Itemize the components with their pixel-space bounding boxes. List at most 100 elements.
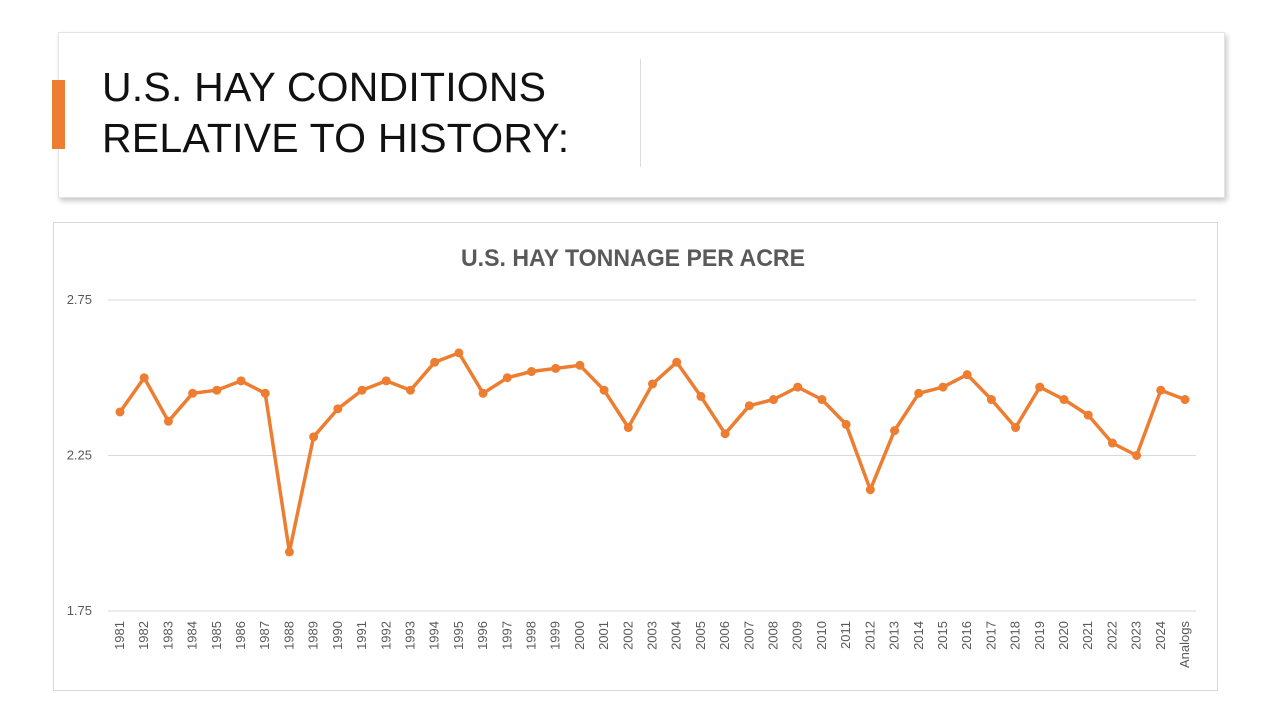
x-tick-label: 2009 [790, 621, 805, 650]
x-tick-label: 2016 [959, 621, 974, 650]
x-tick-label: 1990 [330, 621, 345, 650]
x-tick-label: 2019 [1032, 621, 1047, 650]
x-tick-label: 1996 [475, 621, 490, 650]
chart-title: U.S. HAY TONNAGE PER ACRE [461, 245, 805, 272]
data-point-2000[interactable] [575, 360, 585, 370]
data-point-2006[interactable] [720, 429, 730, 439]
data-point-2007[interactable] [744, 401, 754, 411]
x-tick-label: 2024 [1153, 621, 1168, 650]
x-tick-label: 1997 [499, 621, 514, 650]
data-point-2003[interactable] [648, 379, 657, 389]
x-tick-label: 1991 [354, 621, 369, 650]
x-tick-label: 2022 [1104, 621, 1119, 650]
x-tick-label: 2014 [911, 621, 926, 650]
data-point-2014[interactable] [914, 388, 924, 398]
data-point-2013[interactable] [890, 426, 900, 436]
data-point-2010[interactable] [817, 395, 827, 405]
data-point-1999[interactable] [551, 363, 561, 373]
x-tick-label: 2000 [572, 621, 587, 650]
data-point-1987[interactable] [260, 388, 270, 398]
slide-title-line1: U.S. HAY CONDITIONS [102, 64, 547, 110]
title-divider [640, 59, 641, 167]
data-point-1991[interactable] [357, 385, 367, 395]
y-tick-label: 2.75 [67, 292, 92, 307]
x-tick-label: 2001 [596, 621, 611, 650]
data-point-2017[interactable] [986, 395, 996, 405]
slide-title: U.S. HAY CONDITIONS RELATIVE TO HISTORY: [102, 62, 622, 164]
x-tick-label: 1993 [402, 621, 417, 650]
data-point-2021[interactable] [1083, 410, 1093, 420]
gridlines [108, 299, 1196, 612]
data-point-1998[interactable] [526, 367, 536, 377]
x-tick-label: 2008 [766, 621, 781, 650]
data-point-1992[interactable] [381, 376, 391, 386]
data-point-2002[interactable] [623, 423, 633, 433]
data-point-analogs[interactable] [1180, 395, 1190, 405]
x-tick-label: 2003 [645, 621, 660, 650]
y-tick-label: 1.75 [67, 603, 92, 618]
data-point-1994[interactable] [430, 357, 440, 367]
x-tick-label: 2018 [1008, 621, 1023, 650]
x-tick-label: 2010 [814, 621, 829, 650]
x-tick-label: 2011 [838, 621, 853, 649]
data-point-1997[interactable] [502, 373, 512, 383]
data-point-1995[interactable] [454, 348, 464, 358]
x-tick-label: 1992 [378, 621, 393, 650]
data-point-1986[interactable] [236, 376, 246, 386]
data-point-1990[interactable] [333, 404, 343, 414]
data-point-1988[interactable] [284, 547, 294, 557]
title-card [58, 32, 1225, 198]
data-point-1981[interactable] [115, 407, 125, 417]
x-tick-label: 1994 [427, 621, 442, 650]
x-tick-label: 2021 [1080, 621, 1095, 650]
data-point-2001[interactable] [599, 385, 609, 395]
x-tick-label: 2013 [887, 621, 902, 650]
data-point-2022[interactable] [1107, 438, 1117, 448]
x-axis-tick-labels: 1981 1982 1983 1984 1985 1986 1987 1988 1989 1990… [112, 621, 1192, 668]
data-point-1993[interactable] [405, 385, 415, 395]
data-point-1985[interactable] [212, 385, 222, 395]
data-point-2018[interactable] [1011, 423, 1021, 433]
data-point-2004[interactable] [672, 357, 682, 367]
x-tick-label: 2020 [1056, 621, 1071, 650]
x-tick-label: 1999 [548, 621, 563, 650]
x-tick-label: 2007 [741, 621, 756, 650]
data-point-2016[interactable] [962, 370, 972, 380]
x-tick-label: 2002 [620, 621, 635, 650]
x-tick-label: 1981 [112, 621, 127, 650]
data-point-2011[interactable] [841, 419, 851, 429]
data-point-2008[interactable] [769, 395, 779, 405]
series-points [115, 348, 1190, 557]
x-tick-label: 1998 [523, 621, 538, 650]
data-point-1983[interactable] [163, 416, 173, 426]
data-point-2023[interactable] [1132, 451, 1142, 460]
x-tick-label: 2004 [669, 621, 684, 650]
data-point-2012[interactable] [865, 485, 875, 495]
data-point-2020[interactable] [1059, 395, 1069, 405]
x-tick-label: 2005 [693, 621, 708, 650]
data-point-1984[interactable] [188, 388, 198, 398]
x-tick-label: Analogs [1177, 621, 1192, 668]
x-tick-label: 1989 [306, 621, 321, 650]
x-tick-label: 1986 [233, 621, 248, 650]
data-point-2005[interactable] [696, 391, 706, 401]
x-tick-label: 2015 [935, 621, 950, 650]
x-tick-label: 1987 [257, 621, 272, 650]
data-point-2024[interactable] [1156, 385, 1166, 395]
x-tick-label: 1982 [136, 621, 151, 650]
x-tick-label: 2023 [1129, 621, 1144, 650]
data-point-2019[interactable] [1035, 382, 1045, 392]
data-point-1982[interactable] [139, 373, 149, 383]
y-tick-label: 2.25 [67, 448, 92, 463]
slide-title-line2: RELATIVE TO HISTORY: [102, 115, 570, 161]
x-tick-label: 1985 [209, 621, 224, 650]
data-point-1996[interactable] [478, 388, 488, 398]
x-tick-label: 2006 [717, 621, 732, 650]
data-point-2015[interactable] [938, 382, 948, 392]
x-tick-label: 1995 [451, 621, 466, 650]
x-tick-label: 2012 [862, 621, 877, 650]
data-point-1989[interactable] [309, 432, 319, 442]
line-chart: U.S. HAY TONNAGE PER ACRE 1.75 2.25 2.75 1… [67, 245, 1196, 668]
data-point-2009[interactable] [793, 382, 803, 392]
x-tick-label: 1983 [160, 621, 175, 650]
